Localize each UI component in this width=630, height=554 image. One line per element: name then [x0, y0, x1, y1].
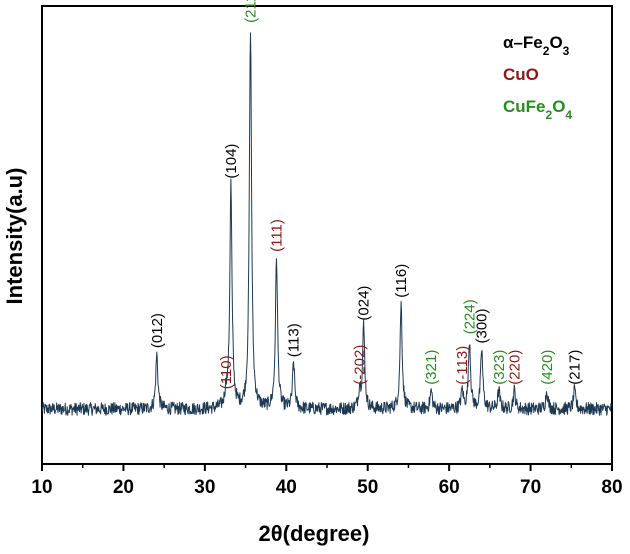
peak-label-220: (220)	[506, 350, 523, 385]
x-tick-label: 40	[276, 477, 297, 498]
peak-label-012: (012)	[149, 313, 166, 348]
x-axis-ticks: 10 20 30 40 50 60 70 80	[31, 464, 623, 498]
peak-label-113: (113)	[286, 323, 303, 357]
peak-label-111: (111)	[269, 219, 286, 252]
legend-entry-alpha_Fe2O3: α–Fe2O3	[503, 33, 570, 58]
xrd-pattern-line	[41, 32, 613, 416]
series-layer	[41, 32, 613, 416]
x-tick-label: 80	[601, 477, 622, 498]
peak-label--202: (-202)	[352, 345, 369, 385]
x-tick-label: 10	[31, 477, 52, 498]
peak-label-321: (321)	[423, 350, 440, 385]
peak-label-024: (024)	[356, 286, 373, 321]
peak-label-420: (420)	[539, 350, 556, 385]
peak-label-211: (211)	[243, 0, 260, 23]
peak-label--113: (-113)	[454, 346, 471, 385]
legend: α–Fe2O3 CuO CuFe2O4	[503, 33, 572, 122]
x-tick-label: 60	[439, 477, 460, 498]
peak-label-110: (110)	[218, 355, 235, 389]
x-axis-title: 2θ(degree)	[259, 521, 370, 546]
peak-label-217: (217)	[567, 350, 584, 385]
peak-label-116: (116)	[393, 264, 410, 298]
peak-label-323: (323)	[491, 350, 508, 385]
peak-label-224: (224)	[462, 299, 479, 334]
x-tick-label: 30	[194, 477, 215, 498]
y-axis-title: Intensity(a.u)	[2, 168, 27, 305]
x-tick-label: 20	[113, 477, 134, 498]
x-tick-label: 70	[520, 477, 541, 498]
peak-label-104: (104)	[223, 144, 240, 179]
legend-entry-CuFe2O4: CuFe2O4	[503, 97, 572, 122]
legend-entry-CuO: CuO	[503, 65, 539, 84]
x-tick-label: 50	[357, 477, 378, 498]
peak-labels: (012) (110) (104) (211) (111) (113) (-202) (024…	[149, 0, 584, 389]
peak-label-300: (300)	[474, 308, 491, 343]
